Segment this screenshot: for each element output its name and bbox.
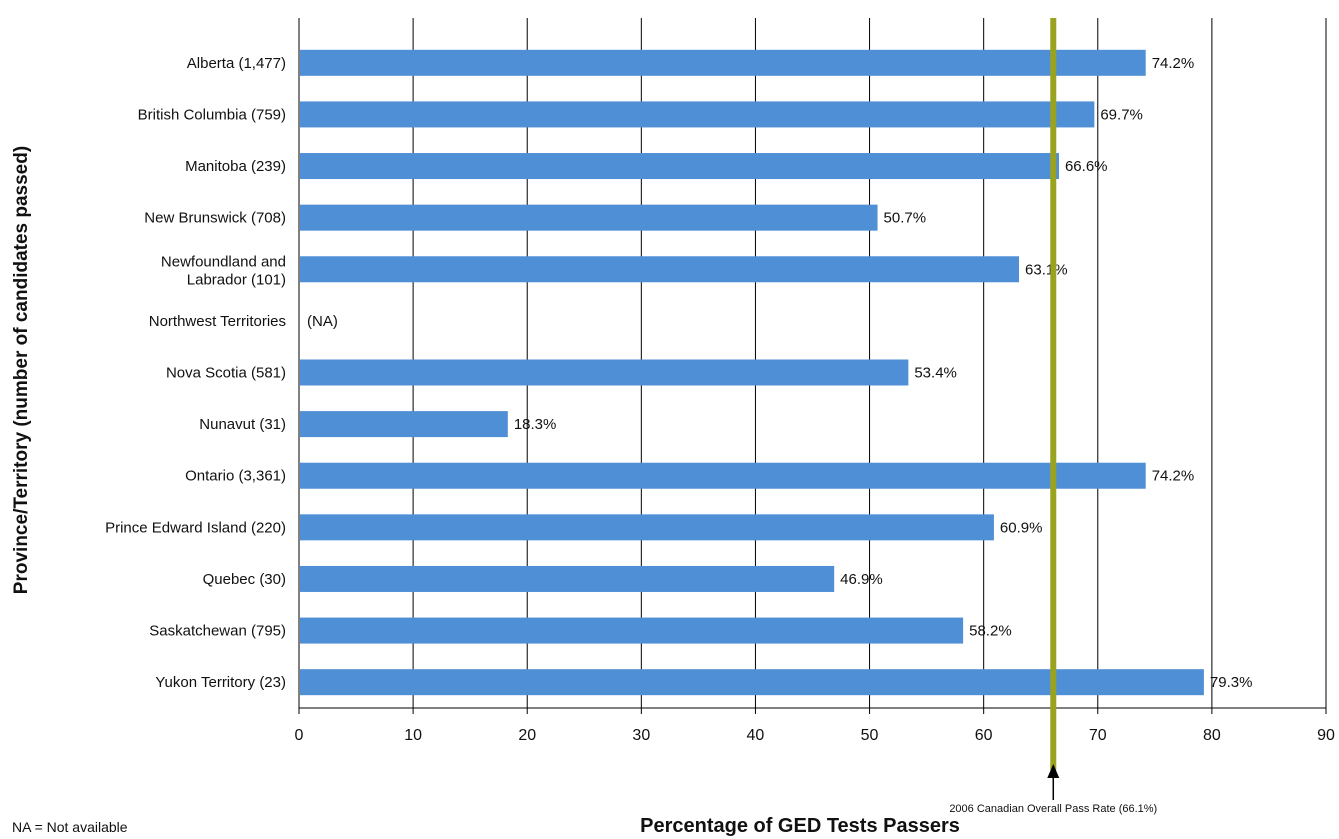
bar xyxy=(300,411,508,438)
category-label: Yukon Territory (23) xyxy=(155,674,286,691)
category-label: Saskatchewan (795) xyxy=(149,623,286,640)
x-tick-label: 90 xyxy=(1317,727,1335,744)
value-label: 18.3% xyxy=(514,416,557,433)
category-label: Newfoundland and Labrador (101) xyxy=(161,253,286,288)
category-label: New Brunswick (708) xyxy=(144,210,286,227)
value-label: 50.7% xyxy=(884,210,927,227)
bar xyxy=(300,49,1146,76)
bar xyxy=(300,256,1020,283)
value-label: 60.9% xyxy=(1000,519,1043,536)
value-label: 66.6% xyxy=(1065,158,1108,175)
x-tick-label: 70 xyxy=(1089,727,1107,744)
bar xyxy=(300,153,1059,180)
value-label: 53.4% xyxy=(914,365,957,382)
bar xyxy=(300,617,964,644)
bar xyxy=(300,462,1146,489)
value-label: (NA) xyxy=(307,313,338,330)
bar xyxy=(300,514,994,541)
bar xyxy=(300,204,878,231)
bars xyxy=(300,49,1204,696)
value-labels: 74.2% 69.7% 66.6% 50.7% 63.1% (NA) 53.4% 18.3% 7… xyxy=(307,55,1252,691)
category-label: Prince Edward Island (220) xyxy=(105,519,286,536)
category-label: Alberta (1,477) xyxy=(187,55,286,72)
x-tick-label: 50 xyxy=(861,727,879,744)
x-tick-label: 10 xyxy=(404,727,422,744)
bar xyxy=(300,359,909,386)
value-label: 58.2% xyxy=(969,623,1012,640)
value-label: 79.3% xyxy=(1210,674,1253,691)
category-label: Nova Scotia (581) xyxy=(166,365,286,382)
category-label: Quebec (30) xyxy=(203,571,286,588)
x-tick-label: 80 xyxy=(1203,727,1221,744)
category-label: Nunavut (31) xyxy=(199,416,286,433)
category-label: Ontario (3,361) xyxy=(185,468,286,485)
category-label: Manitoba (239) xyxy=(185,158,286,175)
category-label: Northwest Territories xyxy=(149,313,286,330)
x-tick-label: 20 xyxy=(518,727,536,744)
value-label: 74.2% xyxy=(1152,468,1195,485)
value-label: 46.9% xyxy=(840,571,883,588)
x-axis: 0 10 20 30 40 50 60 70 80 90 xyxy=(295,18,1335,744)
footnote: NA = Not available xyxy=(12,819,128,835)
value-label: 74.2% xyxy=(1152,55,1195,72)
reference-arrow-head xyxy=(1047,764,1060,778)
category-labels: Alberta (1,477) British Columbia (759) Man… xyxy=(105,55,286,691)
x-tick-label: 30 xyxy=(632,727,650,744)
bar xyxy=(300,669,1204,696)
x-tick-label: 60 xyxy=(975,727,993,744)
value-label: 69.7% xyxy=(1100,106,1143,123)
bar xyxy=(300,565,835,592)
x-tick-label: 40 xyxy=(747,727,765,744)
y-axis-title: Province/Territory (number of candidates… xyxy=(11,146,32,594)
x-axis-title: Percentage of GED Tests Passers xyxy=(640,815,960,837)
category-label: British Columbia (759) xyxy=(138,106,286,123)
reference-line-label: 2006 Canadian Overall Pass Rate (66.1%) xyxy=(949,803,1157,815)
bar xyxy=(300,101,1095,128)
x-tick-label: 0 xyxy=(295,727,304,744)
value-label: 63.1% xyxy=(1025,261,1068,278)
reference-line-group: 2006 Canadian Overall Pass Rate (66.1%) xyxy=(949,18,1157,815)
